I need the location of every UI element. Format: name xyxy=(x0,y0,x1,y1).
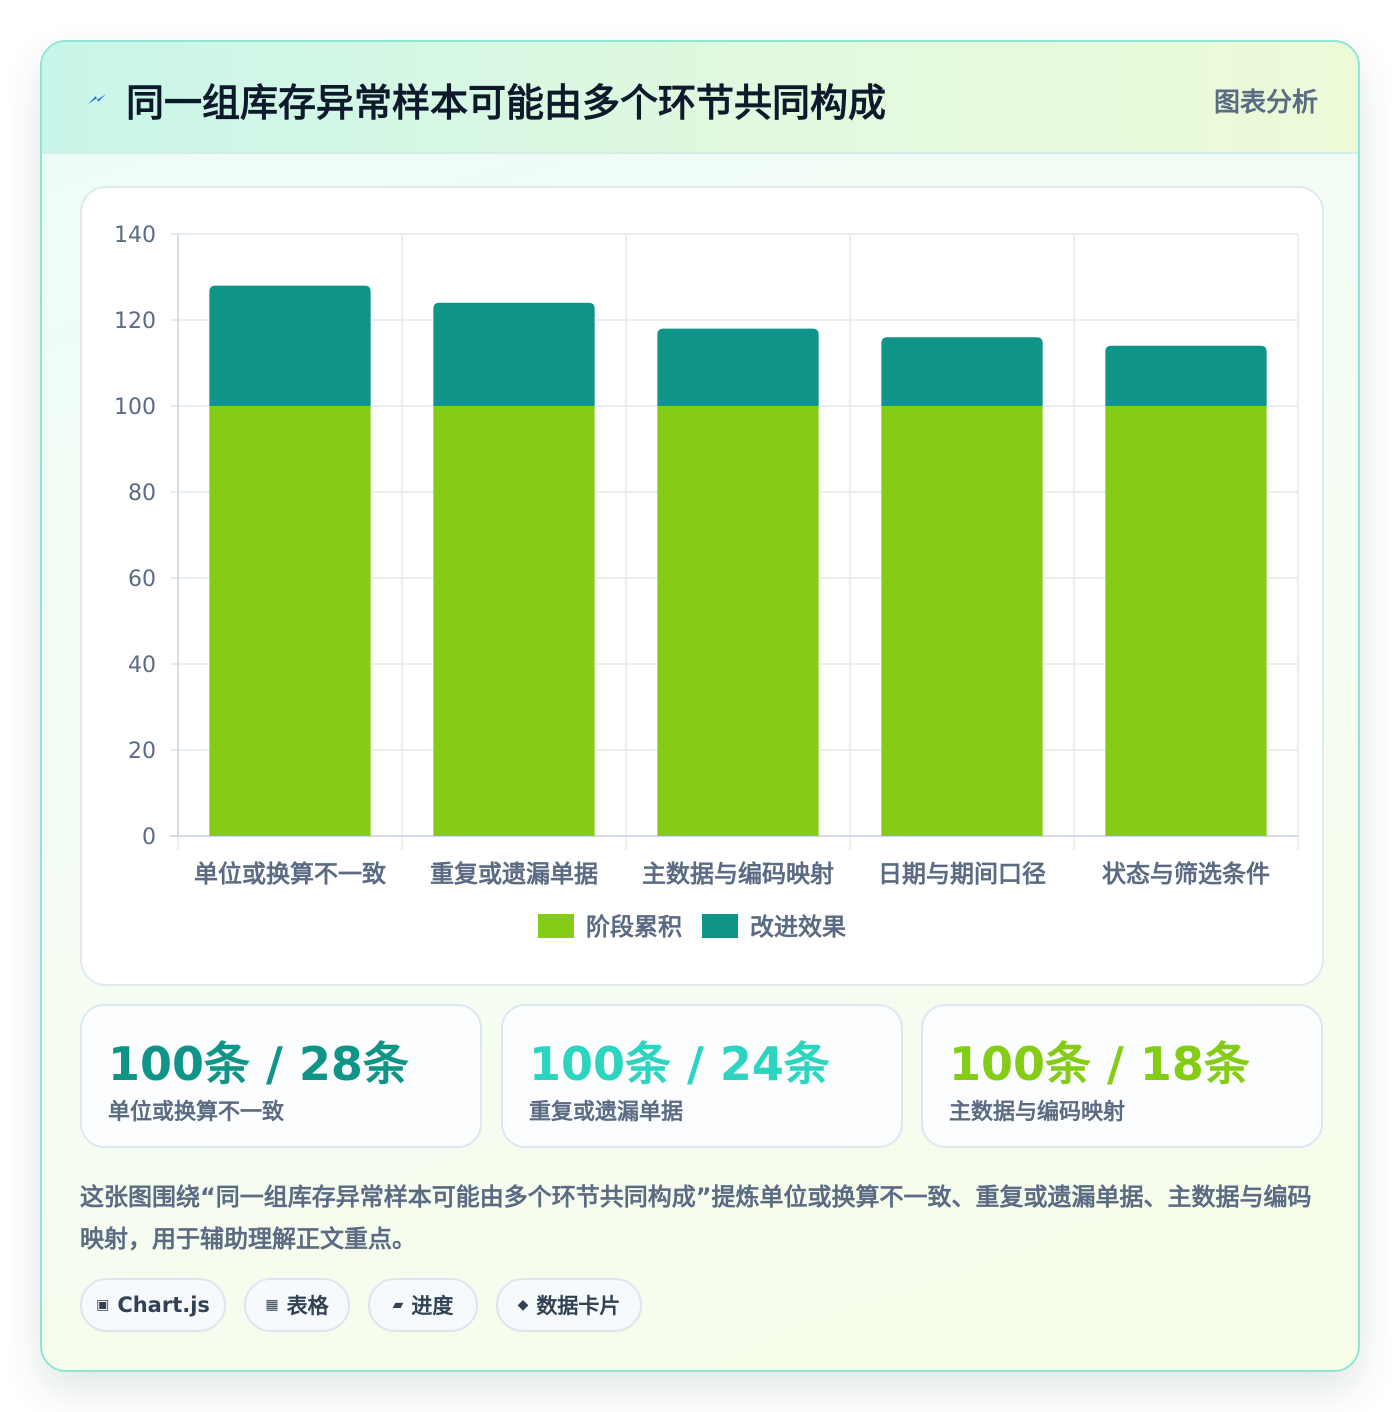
chip-table[interactable]: ▦ 表格 xyxy=(244,1278,350,1332)
y-tick-label: 0 xyxy=(142,825,156,850)
x-tick-label: 日期与期间口径 xyxy=(878,860,1046,888)
bar-chart: 0 20 40 60 80 100 120 140 单位或换算不一致 重复或遗漏单据 主数据与编码映… xyxy=(114,223,1299,941)
kpi-value: 100条 / 28条 xyxy=(108,1037,409,1091)
chip-chartjs[interactable]: ▣ Chart.js xyxy=(80,1278,226,1332)
legend-label: 阶段累积 xyxy=(586,913,682,941)
table-icon: ▦ xyxy=(265,1297,279,1313)
kpi-card: 100条 / 24条 重复或遗漏单据 xyxy=(501,1004,903,1148)
lightning-bolt-icon xyxy=(88,94,106,104)
chart-panel: 0 20 40 60 80 100 120 140 单位或换算不一致 重复或遗漏单据 主数据与编码映… xyxy=(80,186,1324,986)
chart-type-tag: 图表分析 xyxy=(1213,88,1318,118)
bar-segment xyxy=(433,302,595,406)
bar-segment xyxy=(209,406,371,836)
kpi-card: 100条 / 28条 单位或换算不一致 xyxy=(80,1004,482,1148)
chip-label: 数据卡片 xyxy=(536,1294,621,1318)
bar-segment xyxy=(1105,345,1267,406)
bar-segment xyxy=(1105,406,1267,836)
x-tick-label: 重复或遗漏单据 xyxy=(430,860,598,888)
y-tick-label: 20 xyxy=(128,739,156,764)
chip-label: Chart.js xyxy=(117,1293,210,1317)
kpi-label: 主数据与编码映射 xyxy=(949,1100,1126,1125)
chip-label: 表格 xyxy=(286,1294,329,1318)
chip-progress[interactable]: ▰ 进度 xyxy=(368,1278,478,1332)
kpi-label: 单位或换算不一致 xyxy=(108,1100,285,1125)
legend-swatch xyxy=(538,914,574,938)
progress-icon: ▰ xyxy=(392,1297,404,1313)
bar-segment xyxy=(657,328,819,406)
chart-description: 这张图围绕“同一组库存异常样本可能由多个环节共同构成”提炼单位或换算不一致、重复… xyxy=(80,1183,1312,1253)
chart-icon: ▣ xyxy=(96,1297,110,1313)
chart-title: 同一组库存异常样本可能由多个环节共同构成 xyxy=(126,81,887,125)
x-tick-label: 主数据与编码映射 xyxy=(642,860,834,888)
bar-segment xyxy=(657,406,819,836)
bar-segment xyxy=(433,406,595,836)
y-tick-label: 120 xyxy=(114,309,156,334)
kpi-value: 100条 / 24条 xyxy=(529,1037,830,1091)
kpi-value: 100条 / 18条 xyxy=(949,1037,1250,1091)
legend-label: 改进效果 xyxy=(750,913,846,941)
diamond-icon: ◆ xyxy=(517,1297,529,1313)
y-tick-label: 100 xyxy=(114,395,156,420)
y-tick-label: 140 xyxy=(114,223,156,248)
y-tick-label: 80 xyxy=(128,481,156,506)
bar-segment xyxy=(881,406,1043,836)
x-tick-label: 状态与筛选条件 xyxy=(1102,860,1270,888)
y-tick-label: 60 xyxy=(128,567,156,592)
bar-segment xyxy=(209,285,371,406)
chip-label: 进度 xyxy=(411,1294,454,1318)
chip-data-card[interactable]: ◆ 数据卡片 xyxy=(496,1278,642,1332)
chart-card: 同一组库存异常样本可能由多个环节共同构成 图表分析 0 20 40 60 80 100 12… xyxy=(40,40,1360,1372)
kpi-card: 100条 / 18条 主数据与编码映射 xyxy=(921,1004,1323,1148)
legend-swatch xyxy=(702,914,738,938)
card-header: 同一组库存异常样本可能由多个环节共同构成 图表分析 xyxy=(42,42,1358,154)
y-tick-label: 40 xyxy=(128,653,156,678)
x-tick-label: 单位或换算不一致 xyxy=(194,860,387,888)
kpi-label: 重复或遗漏单据 xyxy=(529,1100,684,1125)
bar-segment xyxy=(881,337,1043,406)
